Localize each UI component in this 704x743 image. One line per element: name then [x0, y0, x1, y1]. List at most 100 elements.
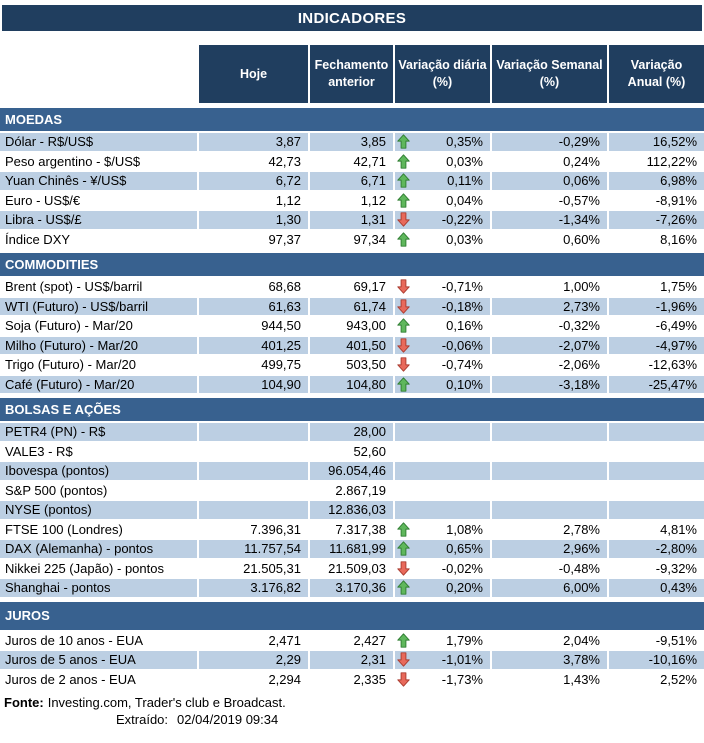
row-label: WTI (Futuro) - US$/barril [5, 298, 149, 314]
column-header-variacao-diaria: Variação diária (%) [393, 45, 490, 103]
indicators-table: MOEDAS Dólar - R$/US$ 3,87 3,85 0,35% -0,29% 1… [0, 108, 704, 690]
table-row: PETR4 (PN) - R$ 28,00 [0, 423, 704, 443]
variacao-semanal-cell: 2,96% [490, 540, 607, 558]
variacao-diaria-cell: 0,03% [393, 230, 490, 248]
variacao-diaria-value: -0,06% [441, 337, 483, 353]
column-header-fechamento-anterior: Fechamento anterior [308, 45, 393, 103]
variacao-diaria-cell: 0,10% [393, 375, 490, 393]
table-row: Soja (Futuro) - Mar/20 944,50 943,00 0,16% -… [0, 317, 704, 337]
variacao-semanal-cell: -2,06% [490, 356, 607, 374]
row-label: Brent (spot) - US$/barril [5, 279, 143, 294]
fechamento-anterior-cell: 6,71 [308, 172, 393, 190]
up-arrow-icon [397, 173, 410, 188]
variacao-anual-cell: -4,97% [607, 336, 704, 354]
row-label: NYSE (pontos) [5, 502, 92, 517]
table-row: Juros de 2 anos - EUA 2,294 2,335 -1,73% 1,4… [0, 670, 704, 690]
hoje-cell: 499,75 [197, 356, 308, 374]
hoje-cell: 2,294 [197, 670, 308, 688]
variacao-semanal-cell: -0,29% [490, 133, 607, 151]
source-label: Fonte: [4, 695, 44, 710]
variacao-diaria-cell [393, 442, 490, 460]
variacao-semanal-cell [490, 442, 607, 460]
variacao-anual-cell: 0,43% [607, 579, 704, 597]
variacao-semanal-cell: -2,07% [490, 336, 607, 354]
variacao-anual-cell: -9,32% [607, 559, 704, 577]
fechamento-anterior-cell: 2.867,19 [308, 481, 393, 499]
fechamento-anterior-cell: 2,335 [308, 670, 393, 688]
table-header-row: Hoje Fechamento anterior Variação diária (… [0, 45, 704, 103]
column-header-variacao-semanal: Variação Semanal (%) [490, 45, 607, 103]
row-label: Nikkei 225 (Japão) - pontos [5, 560, 164, 576]
variacao-diaria-value: 0,11% [447, 173, 483, 188]
hoje-cell: 2,471 [197, 631, 308, 649]
variacao-diaria-cell: 0,03% [393, 152, 490, 170]
variacao-diaria-value: -1,73% [441, 671, 483, 687]
variacao-diaria-value: 0,03% [446, 231, 483, 247]
variacao-anual-cell [607, 501, 704, 519]
hoje-cell: 1,30 [197, 211, 308, 229]
up-arrow-icon [397, 521, 410, 537]
down-arrow-icon [397, 652, 410, 667]
hoje-cell: 7.396,31 [197, 520, 308, 538]
hoje-cell: 21.505,31 [197, 559, 308, 577]
report-footer: Fonte: Investing.com, Trader's club e Bro… [0, 694, 704, 728]
variacao-anual-cell: -7,26% [607, 211, 704, 229]
down-arrow-icon [397, 560, 410, 576]
fechamento-anterior-cell: 943,00 [308, 317, 393, 335]
hoje-cell: 3.176,82 [197, 579, 308, 597]
fechamento-anterior-cell: 7.317,38 [308, 520, 393, 538]
variacao-diaria-value: 1,08% [446, 521, 483, 537]
variacao-diaria-value: 0,04% [446, 192, 483, 208]
row-label: Yuan Chinês - ¥/US$ [5, 173, 127, 188]
table-row: Trigo (Futuro) - Mar/20 499,75 503,50 -0,74… [0, 356, 704, 376]
hoje-cell: 97,37 [197, 230, 308, 248]
variacao-anual-cell: 112,22% [607, 152, 704, 170]
column-header-variacao-anual: Variação Anual (%) [607, 45, 704, 103]
row-label: Euro - US$/€ [5, 192, 81, 208]
table-row: Shanghai - pontos 3.176,82 3.170,36 0,20% 6,… [0, 579, 704, 599]
variacao-diaria-cell: -0,06% [393, 336, 490, 354]
fechamento-anterior-cell: 2,427 [308, 631, 393, 649]
row-label: Juros de 10 anos - EUA [5, 632, 144, 648]
hoje-cell: 68,68 [197, 278, 308, 296]
table-row: Libra - US$/£ 1,30 1,31 -0,22% -1,34% -7,26% [0, 211, 704, 231]
variacao-diaria-cell: 1,79% [393, 631, 490, 649]
fechamento-anterior-cell: 2,31 [308, 651, 393, 669]
down-arrow-icon [397, 298, 410, 314]
variacao-diaria-cell [393, 423, 490, 441]
hoje-cell [197, 481, 308, 499]
fechamento-anterior-cell: 61,74 [308, 297, 393, 315]
variacao-diaria-cell: -0,18% [393, 297, 490, 315]
hoje-cell [197, 442, 308, 460]
up-arrow-icon [397, 632, 410, 648]
down-arrow-icon [397, 212, 410, 227]
fechamento-anterior-cell: 42,71 [308, 152, 393, 170]
variacao-diaria-cell: -0,71% [393, 278, 490, 296]
variacao-anual-cell [607, 442, 704, 460]
fechamento-anterior-cell: 3.170,36 [308, 579, 393, 597]
column-header-hoje: Hoje [197, 45, 308, 103]
table-row: Ibovespa (pontos) 96.054,46 [0, 462, 704, 482]
variacao-diaria-value: -0,71% [441, 279, 483, 294]
variacao-diaria-cell: -1,01% [393, 651, 490, 669]
variacao-anual-cell [607, 423, 704, 441]
table-row: Euro - US$/€ 1,12 1,12 0,04% -0,57% -8,91% [0, 191, 704, 211]
variacao-semanal-cell: -0,32% [490, 317, 607, 335]
up-arrow-icon [397, 153, 410, 169]
table-row: WTI (Futuro) - US$/barril 61,63 61,74 -0,18… [0, 297, 704, 317]
page-title: INDICADORES [2, 5, 702, 31]
source-text: Investing.com, Trader's club e Broadcast… [47, 695, 286, 710]
variacao-semanal-cell: 3,78% [490, 651, 607, 669]
row-label: PETR4 (PN) - R$ [5, 424, 106, 439]
variacao-diaria-value: 0,16% [446, 318, 483, 333]
fechamento-anterior-cell: 21.509,03 [308, 559, 393, 577]
variacao-diaria-cell: -0,22% [393, 211, 490, 229]
hoje-cell: 401,25 [197, 336, 308, 354]
variacao-diaria-value: 0,65% [446, 541, 483, 556]
variacao-diaria-cell: 0,65% [393, 540, 490, 558]
table-row: Milho (Futuro) - Mar/20 401,25 401,50 -0,06… [0, 336, 704, 356]
variacao-semanal-cell: 6,00% [490, 579, 607, 597]
row-label: Trigo (Futuro) - Mar/20 [5, 357, 136, 372]
hoje-cell: 11.757,54 [197, 540, 308, 558]
hoje-cell: 1,12 [197, 191, 308, 209]
